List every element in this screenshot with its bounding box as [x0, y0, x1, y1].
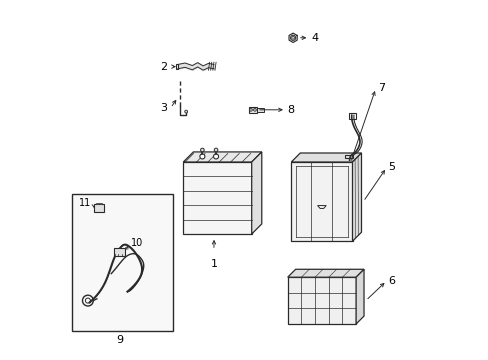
- Polygon shape: [291, 153, 361, 162]
- Circle shape: [200, 148, 204, 152]
- Circle shape: [214, 148, 218, 152]
- Text: 10: 10: [131, 238, 143, 248]
- Bar: [257, 108, 263, 112]
- Circle shape: [291, 36, 294, 39]
- Text: 11: 11: [79, 198, 91, 208]
- Text: 1: 1: [210, 259, 217, 269]
- Text: 8: 8: [287, 105, 294, 115]
- Circle shape: [213, 154, 218, 159]
- Text: 9: 9: [117, 335, 123, 345]
- Polygon shape: [355, 269, 363, 324]
- Bar: [72, 194, 172, 331]
- Polygon shape: [291, 162, 352, 241]
- Bar: [249, 107, 257, 113]
- Text: 7: 7: [377, 83, 384, 93]
- Text: 6: 6: [387, 276, 395, 286]
- Polygon shape: [94, 204, 104, 212]
- Polygon shape: [251, 152, 261, 234]
- Polygon shape: [287, 277, 355, 324]
- Polygon shape: [183, 162, 251, 234]
- Bar: [99, 203, 102, 204]
- Polygon shape: [183, 152, 261, 162]
- Circle shape: [253, 108, 256, 111]
- Polygon shape: [114, 248, 124, 256]
- Text: 5: 5: [387, 162, 395, 172]
- Circle shape: [200, 154, 204, 159]
- Circle shape: [184, 110, 187, 113]
- Bar: [96, 203, 99, 204]
- Text: 2: 2: [160, 62, 167, 72]
- Polygon shape: [287, 269, 363, 277]
- Text: 3: 3: [160, 103, 167, 113]
- Polygon shape: [288, 33, 297, 42]
- Circle shape: [249, 108, 252, 111]
- Text: 4: 4: [310, 33, 318, 43]
- Polygon shape: [352, 153, 361, 241]
